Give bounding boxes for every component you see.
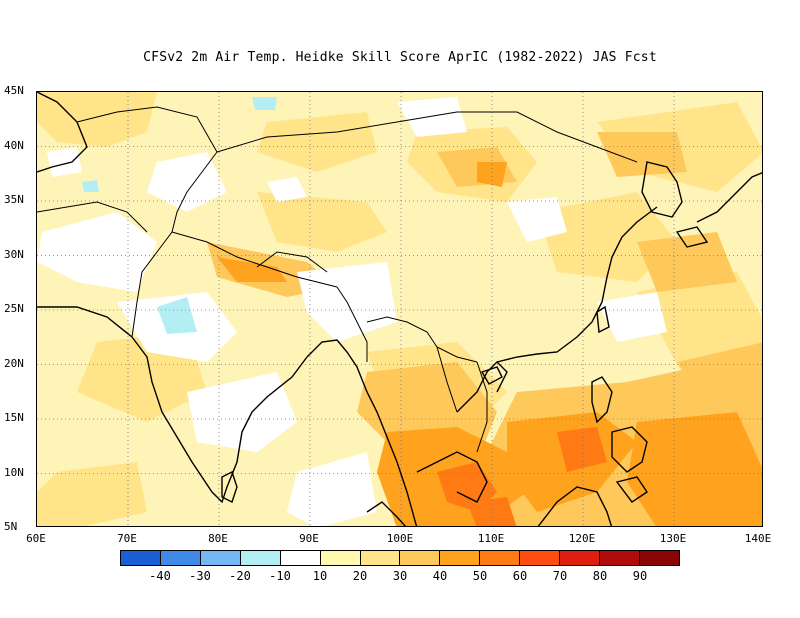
lon-label: 70E: [117, 532, 137, 545]
colorbar-label: 30: [392, 569, 408, 583]
colorbar-swatch: [520, 551, 561, 565]
colorbar-swatch: [280, 551, 321, 565]
skill-score-map: [36, 91, 763, 527]
colorbar-label: 70: [552, 569, 568, 583]
lon-label: 90E: [299, 532, 319, 545]
lon-label: 140E: [744, 532, 772, 545]
lat-label: 5N: [4, 520, 18, 533]
grid-lines: [37, 92, 762, 526]
score-neutral-patches: [37, 97, 667, 526]
lat-label: 15N: [4, 411, 24, 424]
colorbar-swatch: [200, 551, 241, 565]
colorbar-swatch: [320, 551, 361, 565]
coastlines: [37, 92, 762, 526]
score-negative-patches: [82, 97, 277, 334]
country-borders: [37, 106, 638, 453]
lon-label: 100E: [386, 532, 414, 545]
lat-label: 45N: [4, 84, 24, 97]
colorbar-label: -30: [189, 569, 211, 583]
colorbar-swatch: [400, 551, 441, 565]
colorbar-swatch: [480, 551, 521, 565]
lat-label: 25N: [4, 302, 24, 315]
colorbar-swatch: [600, 551, 640, 565]
lat-label: 10N: [4, 466, 24, 479]
colorbar-swatch: [160, 551, 201, 565]
colorbar-label: 40: [432, 569, 448, 583]
colorbar-label: 60: [512, 569, 528, 583]
colorbar-label: -40: [149, 569, 171, 583]
colorbar-label: 80: [592, 569, 608, 583]
lat-label: 30N: [4, 248, 24, 261]
colorbar-label: -20: [229, 569, 251, 583]
colorbar: [120, 550, 680, 566]
colorbar-swatch: [440, 551, 481, 565]
map-canvas: [37, 92, 762, 526]
lon-label: 130E: [659, 532, 687, 545]
colorbar-swatch: [360, 551, 401, 565]
lon-label: 110E: [477, 532, 505, 545]
colorbar-label: 10: [312, 569, 328, 583]
colorbar-label: 90: [632, 569, 648, 583]
map-title: CFSv2 2m Air Temp. Heidke Skill Score Ap…: [143, 50, 657, 65]
colorbar-label: 20: [352, 569, 368, 583]
colorbar-swatch: [240, 551, 281, 565]
colorbar-label: -10: [269, 569, 291, 583]
colorbar-swatch: [639, 551, 679, 565]
score-50-60-patches: [437, 427, 607, 526]
lat-label: 20N: [4, 357, 24, 370]
colorbar-label: 50: [472, 569, 488, 583]
colorbar-swatch: [560, 551, 601, 565]
lat-label: 40N: [4, 139, 24, 152]
lat-label: 35N: [4, 193, 24, 206]
lon-label: 120E: [568, 532, 596, 545]
lon-label: 80E: [208, 532, 228, 545]
colorbar-swatch: [121, 551, 161, 565]
lon-label: 60E: [26, 532, 46, 545]
